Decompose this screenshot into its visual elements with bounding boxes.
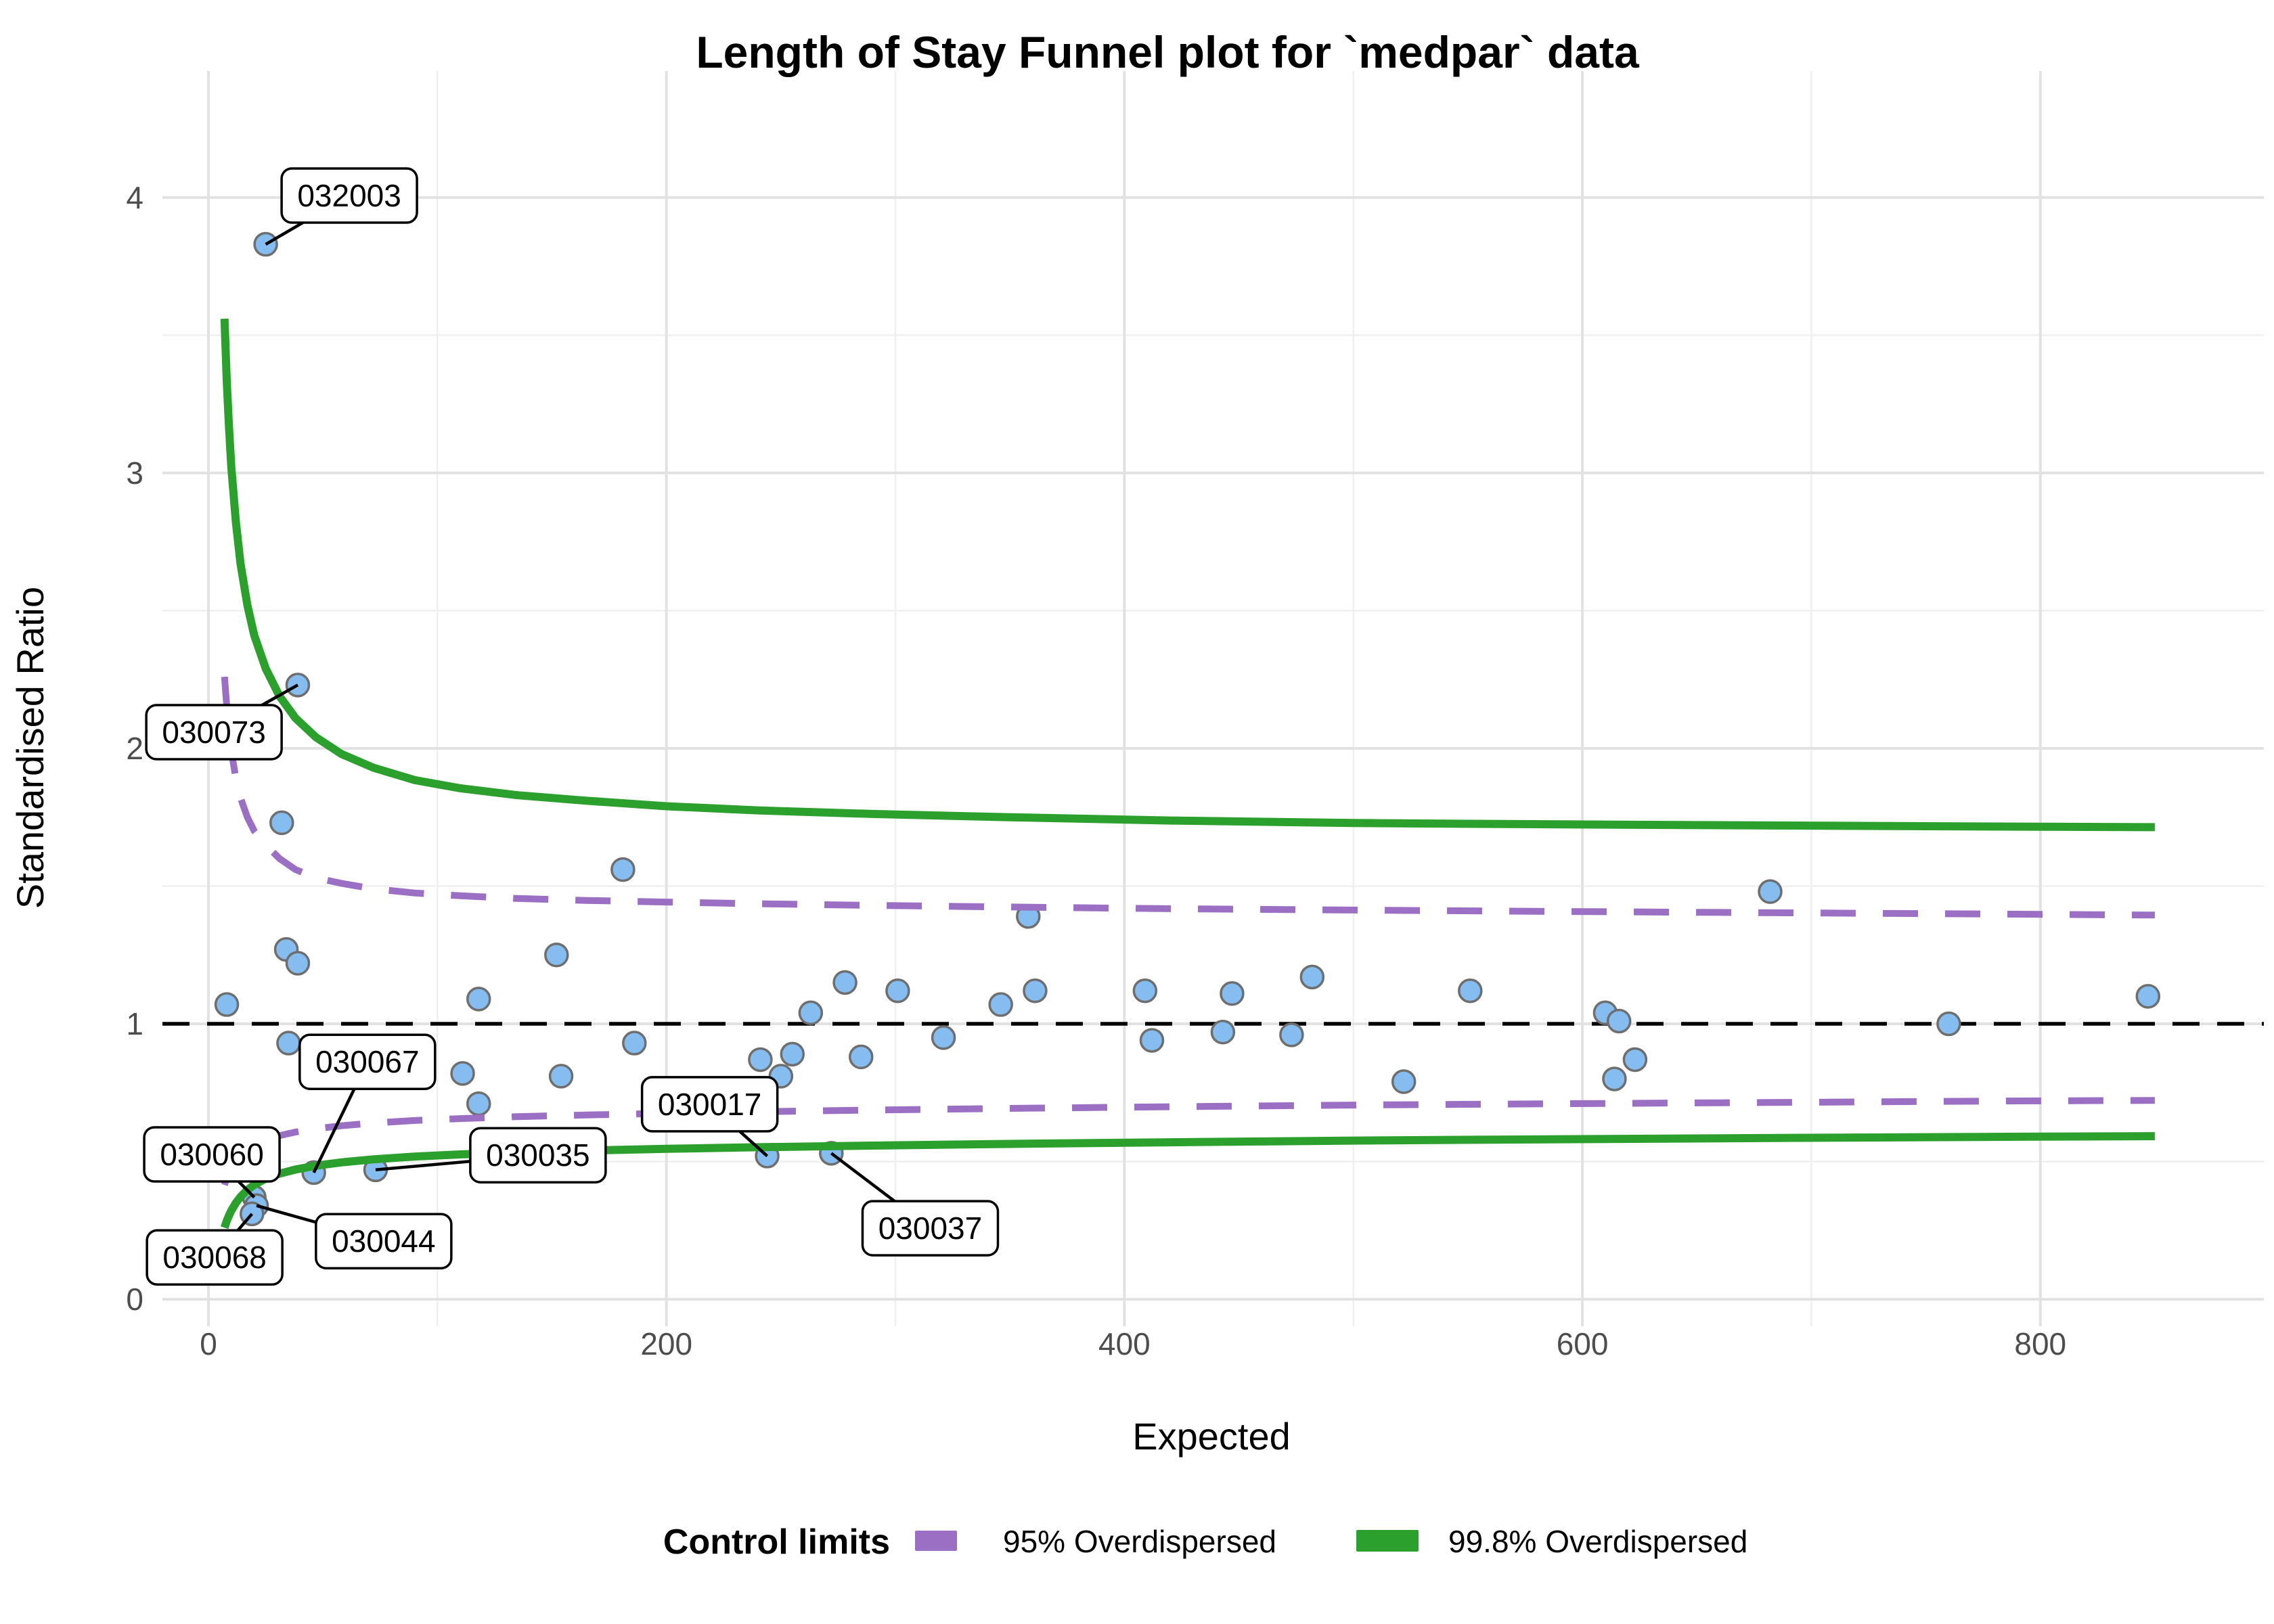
curve-lower_998 — [221, 1132, 2155, 1230]
callout-label-030060: 030060 — [160, 1137, 264, 1172]
y-tick-label: 4 — [126, 180, 143, 215]
curve-upper_95 — [221, 676, 2155, 919]
curve-upper_998 — [220, 318, 2155, 832]
callout-label-030044: 030044 — [332, 1223, 436, 1259]
x-tick-label: 0 — [200, 1326, 217, 1361]
legend-label-95: 95% Overdispersed — [1003, 1524, 1276, 1559]
data-point — [931, 1025, 956, 1050]
callout-box-030017 — [640, 1076, 779, 1133]
x-tick-label: 800 — [2014, 1326, 2066, 1361]
callout-label-030037: 030037 — [878, 1211, 983, 1246]
data-point — [1622, 1047, 1648, 1073]
data-point — [1936, 1011, 1961, 1037]
data-point — [1458, 978, 1483, 1003]
data-point — [748, 1047, 773, 1073]
data-point — [548, 1064, 574, 1089]
control-limit-curves — [220, 318, 2155, 1230]
data-point — [2135, 984, 2161, 1009]
data-point — [798, 1000, 824, 1026]
point-label-callouts: 032003 030073 030067 030060 030068 030044 0300… — [143, 167, 1000, 1286]
callout-label-030035: 030035 — [486, 1137, 590, 1173]
data-point — [1139, 1028, 1165, 1053]
y-tick-label: 2 — [126, 731, 143, 766]
data-point — [466, 1091, 491, 1116]
data-point — [1220, 981, 1245, 1006]
data-point — [544, 943, 569, 968]
y-axis-title: Standardised Ratio — [9, 587, 51, 909]
callout-box-030067 — [298, 1033, 437, 1090]
callout-box-030060 — [143, 1126, 281, 1183]
y-tick-label: 1 — [126, 1006, 143, 1041]
gridlines — [162, 71, 2264, 1326]
data-point — [1210, 1020, 1236, 1045]
data-point — [1023, 978, 1048, 1003]
y-tick-label: 3 — [126, 455, 143, 491]
callout-label-030067: 030067 — [315, 1044, 420, 1079]
data-point — [988, 992, 1013, 1017]
data-point — [610, 857, 636, 882]
axis-tick-labels: 0 1 2 3 4 0 200 400 600 800 — [126, 180, 2066, 1361]
legend-label-998: 99.8% Overdispersed — [1448, 1524, 1747, 1559]
callout-label-032003: 032003 — [297, 178, 401, 213]
callout-label-030017: 030017 — [658, 1087, 762, 1122]
data-point — [1606, 1008, 1632, 1034]
x-tick-label: 200 — [640, 1326, 692, 1361]
callout-label-030068: 030068 — [162, 1240, 267, 1275]
x-tick-label: 600 — [1557, 1326, 1609, 1361]
data-point — [780, 1041, 805, 1067]
data-point — [1299, 964, 1325, 990]
data-point — [466, 987, 491, 1012]
callout-box-030035 — [469, 1127, 607, 1183]
data-point — [214, 992, 240, 1017]
data-point — [622, 1031, 647, 1056]
data-point — [285, 951, 311, 976]
x-tick-label: 400 — [1098, 1326, 1151, 1361]
data-point — [1132, 978, 1158, 1003]
data-point — [276, 1031, 301, 1056]
callout-box-030037 — [861, 1200, 1000, 1257]
data-point — [832, 970, 857, 995]
chart-title: Length of Stay Funnel plot for `medpar` … — [696, 27, 1640, 77]
callout-box-030044 — [315, 1213, 453, 1269]
data-point — [885, 978, 910, 1003]
data-point — [849, 1044, 874, 1070]
callout-label-030073: 030073 — [162, 715, 266, 750]
x-axis-title: Expected — [1132, 1415, 1291, 1458]
data-point — [1279, 1022, 1304, 1047]
callout-box-030073 — [145, 704, 283, 761]
data-point — [1391, 1069, 1417, 1094]
data-point — [450, 1061, 475, 1086]
y-tick-label: 0 — [126, 1282, 143, 1317]
data-point — [1602, 1066, 1627, 1091]
callout-box-032003 — [280, 167, 418, 224]
data-point — [269, 810, 294, 836]
legend-swatch-998 — [1356, 1530, 1419, 1552]
callout-box-030068 — [146, 1229, 284, 1286]
legend-swatch-95 — [915, 1531, 957, 1551]
data-point — [1758, 879, 1783, 904]
scatter-points — [214, 231, 2161, 1227]
legend: Control limits 95% Overdispersed 99.8% O… — [663, 1522, 1747, 1562]
legend-title: Control limits — [663, 1522, 890, 1562]
